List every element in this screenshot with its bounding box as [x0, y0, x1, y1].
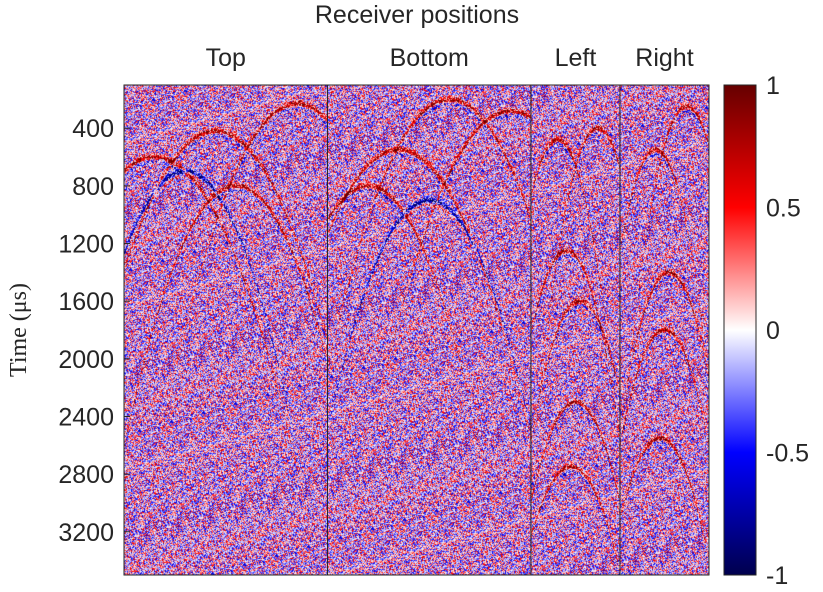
colorbar-tick-label: -0.5 — [766, 440, 809, 468]
y-tick-label: 800 — [72, 173, 114, 201]
colorbar-tick-label: -1 — [766, 562, 788, 590]
y-tick-label: 400 — [72, 115, 114, 143]
y-tick-label: 2000 — [58, 346, 114, 374]
panel-label-right: Right — [635, 44, 693, 72]
wavefield-image — [124, 85, 709, 575]
chart-title: Receiver positions — [315, 1, 519, 29]
colorbar-tick-label: 0.5 — [766, 195, 801, 223]
y-tick-label: 1200 — [58, 231, 114, 259]
y-axis-label: Time (μs) — [6, 283, 32, 377]
panel-label-left: Left — [555, 44, 597, 72]
panel-label-top: Top — [206, 44, 246, 72]
panel-dividers — [326, 85, 621, 575]
y-tick-label: 2800 — [58, 461, 114, 489]
plot-frame — [123, 84, 710, 576]
colorbar — [723, 84, 757, 576]
panel-labels: Top Bottom Left Right — [206, 44, 694, 72]
y-axis: 400 800 1200 1600 2000 2400 2800 3200 — [58, 115, 130, 547]
colorbar-ticks: 1 0.5 0 -0.5 -1 — [766, 72, 809, 590]
colorbar-tick-label: 0 — [766, 317, 780, 345]
y-tick-label: 2400 — [58, 403, 114, 431]
y-tick-label: 1600 — [58, 288, 114, 316]
colorbar-tick-label: 1 — [766, 72, 780, 100]
y-tick-label: 3200 — [58, 519, 114, 547]
plot-area — [124, 85, 709, 575]
panel-label-bottom: Bottom — [390, 44, 469, 72]
